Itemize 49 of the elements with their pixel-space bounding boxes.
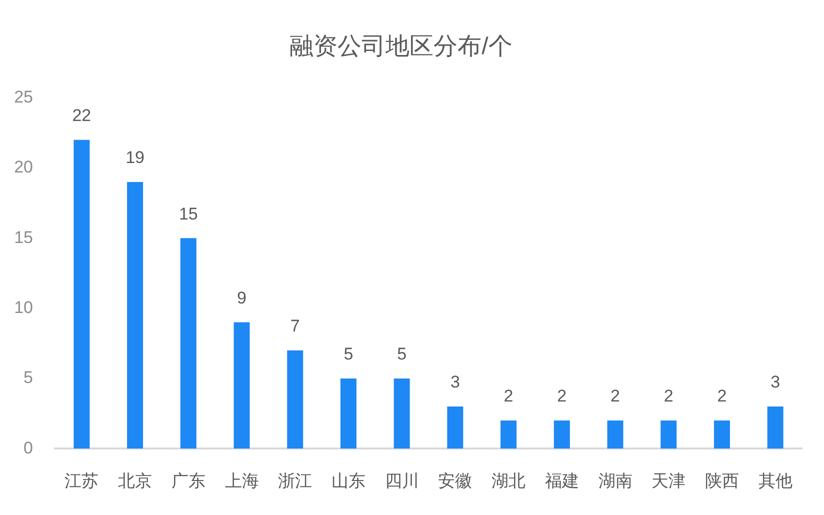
bar — [340, 378, 356, 449]
data-label: 22 — [72, 106, 92, 126]
x-tick-label: 上海 — [224, 471, 259, 490]
data-label: 2 — [557, 386, 567, 406]
data-label: 3 — [450, 372, 460, 392]
x-tick-label: 浙江 — [278, 471, 312, 490]
bar — [127, 182, 144, 449]
data-label: 19 — [126, 148, 144, 168]
bar — [554, 420, 570, 449]
bar — [447, 406, 464, 449]
y-tick-label: 15 — [14, 228, 33, 247]
data-label: 5 — [344, 344, 354, 364]
y-tick-label: 20 — [14, 158, 33, 177]
y-tick-label: 5 — [24, 368, 33, 388]
x-tick-label: 山东 — [331, 471, 366, 490]
x-tick-label: 天津 — [652, 471, 686, 490]
y-tick-label: 25 — [14, 87, 33, 106]
bar — [74, 140, 90, 449]
x-tick-label: 湖南 — [598, 471, 632, 490]
data-label: 7 — [290, 316, 300, 336]
bar — [660, 420, 677, 449]
data-label: 2 — [610, 386, 620, 406]
bar — [767, 406, 784, 449]
y-tick-label: 10 — [14, 298, 33, 317]
bar — [714, 420, 730, 449]
data-label: 15 — [178, 204, 198, 224]
chart-title: 融资公司地区分布/个 — [290, 33, 512, 60]
x-tick-label: 安徽 — [438, 471, 472, 490]
data-label: 3 — [770, 372, 780, 392]
x-tick-label: 广东 — [171, 471, 206, 490]
bar — [607, 420, 624, 449]
data-label: 5 — [397, 344, 407, 364]
bar — [180, 238, 196, 449]
y-tick-label: 0 — [24, 438, 33, 458]
x-tick-label: 四川 — [384, 471, 419, 490]
bar — [394, 378, 410, 449]
data-label: 9 — [237, 288, 246, 308]
x-tick-label: 湖北 — [492, 471, 526, 490]
x-tick-label: 陕西 — [704, 471, 739, 490]
data-label: 2 — [664, 386, 674, 406]
x-tick-label: 北京 — [118, 471, 152, 490]
data-label: 2 — [717, 386, 727, 406]
x-tick-label: 福建 — [544, 471, 579, 490]
x-tick-label: 江苏 — [64, 471, 99, 490]
bar — [500, 420, 517, 449]
x-tick-label: 其他 — [758, 471, 792, 490]
bar — [287, 350, 304, 449]
data-label: 2 — [504, 386, 514, 406]
bar — [234, 322, 250, 449]
